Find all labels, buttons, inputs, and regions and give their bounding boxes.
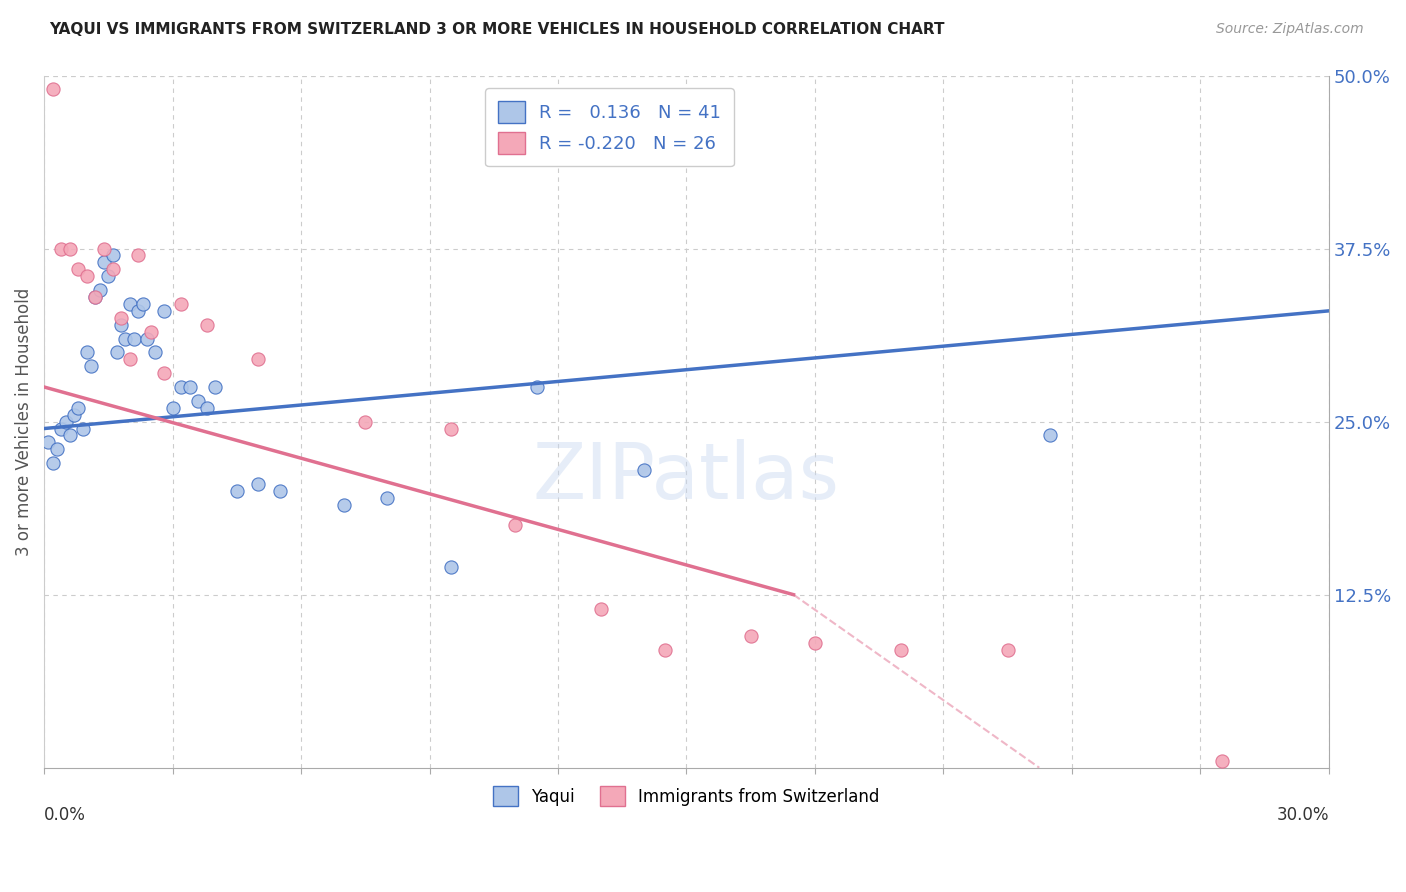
Point — [247, 352, 270, 367]
Legend: Yaqui, Immigrants from Switzerland: Yaqui, Immigrants from Switzerland — [485, 778, 889, 814]
Point — [440, 421, 463, 435]
Point — [153, 366, 176, 380]
Point — [105, 345, 128, 359]
Point — [170, 380, 193, 394]
Point — [114, 332, 136, 346]
Point — [46, 442, 69, 457]
Point — [162, 401, 184, 415]
Point — [740, 629, 762, 643]
Point — [67, 262, 90, 277]
Point — [127, 304, 149, 318]
Point — [110, 318, 132, 332]
Point — [654, 643, 676, 657]
Point — [101, 248, 124, 262]
Point — [269, 483, 291, 498]
Point — [59, 242, 82, 256]
Point — [135, 332, 157, 346]
Point — [170, 297, 193, 311]
Point — [633, 463, 655, 477]
Point — [37, 435, 59, 450]
Point — [51, 421, 73, 435]
Point — [80, 359, 103, 374]
Point — [145, 345, 167, 359]
Y-axis label: 3 or more Vehicles in Household: 3 or more Vehicles in Household — [15, 287, 32, 556]
Point — [97, 269, 120, 284]
Point — [76, 345, 98, 359]
Point — [63, 408, 86, 422]
Point — [110, 310, 132, 325]
Point — [195, 318, 218, 332]
Point — [440, 560, 463, 574]
Point — [93, 242, 115, 256]
Point — [804, 636, 827, 650]
Point — [354, 415, 377, 429]
Point — [204, 380, 226, 394]
Point — [187, 393, 209, 408]
Point — [890, 643, 912, 657]
Text: 30.0%: 30.0% — [1277, 805, 1329, 824]
Point — [333, 498, 356, 512]
Point — [1211, 754, 1233, 768]
Point — [526, 380, 548, 394]
Point — [122, 332, 145, 346]
Point — [76, 269, 98, 284]
Point — [72, 421, 94, 435]
Point — [118, 352, 141, 367]
Point — [131, 297, 153, 311]
Point — [997, 643, 1019, 657]
Point — [67, 401, 90, 415]
Point — [51, 242, 73, 256]
Text: ZIPatlas: ZIPatlas — [533, 439, 839, 515]
Text: YAQUI VS IMMIGRANTS FROM SWITZERLAND 3 OR MORE VEHICLES IN HOUSEHOLD CORRELATION: YAQUI VS IMMIGRANTS FROM SWITZERLAND 3 O… — [49, 22, 945, 37]
Point — [141, 325, 163, 339]
Text: 0.0%: 0.0% — [44, 805, 86, 824]
Point — [195, 401, 218, 415]
Point — [41, 82, 63, 96]
Point — [55, 415, 77, 429]
Point — [84, 290, 107, 304]
Point — [59, 428, 82, 442]
Point — [375, 491, 398, 505]
Text: Source: ZipAtlas.com: Source: ZipAtlas.com — [1216, 22, 1364, 37]
Point — [247, 476, 270, 491]
Point — [89, 283, 111, 297]
Point — [118, 297, 141, 311]
Point — [503, 518, 526, 533]
Point — [41, 456, 63, 470]
Point — [101, 262, 124, 277]
Point — [93, 255, 115, 269]
Point — [127, 248, 149, 262]
Point — [1039, 428, 1062, 442]
Point — [84, 290, 107, 304]
Point — [589, 601, 612, 615]
Point — [179, 380, 201, 394]
Point — [153, 304, 176, 318]
Point — [225, 483, 247, 498]
